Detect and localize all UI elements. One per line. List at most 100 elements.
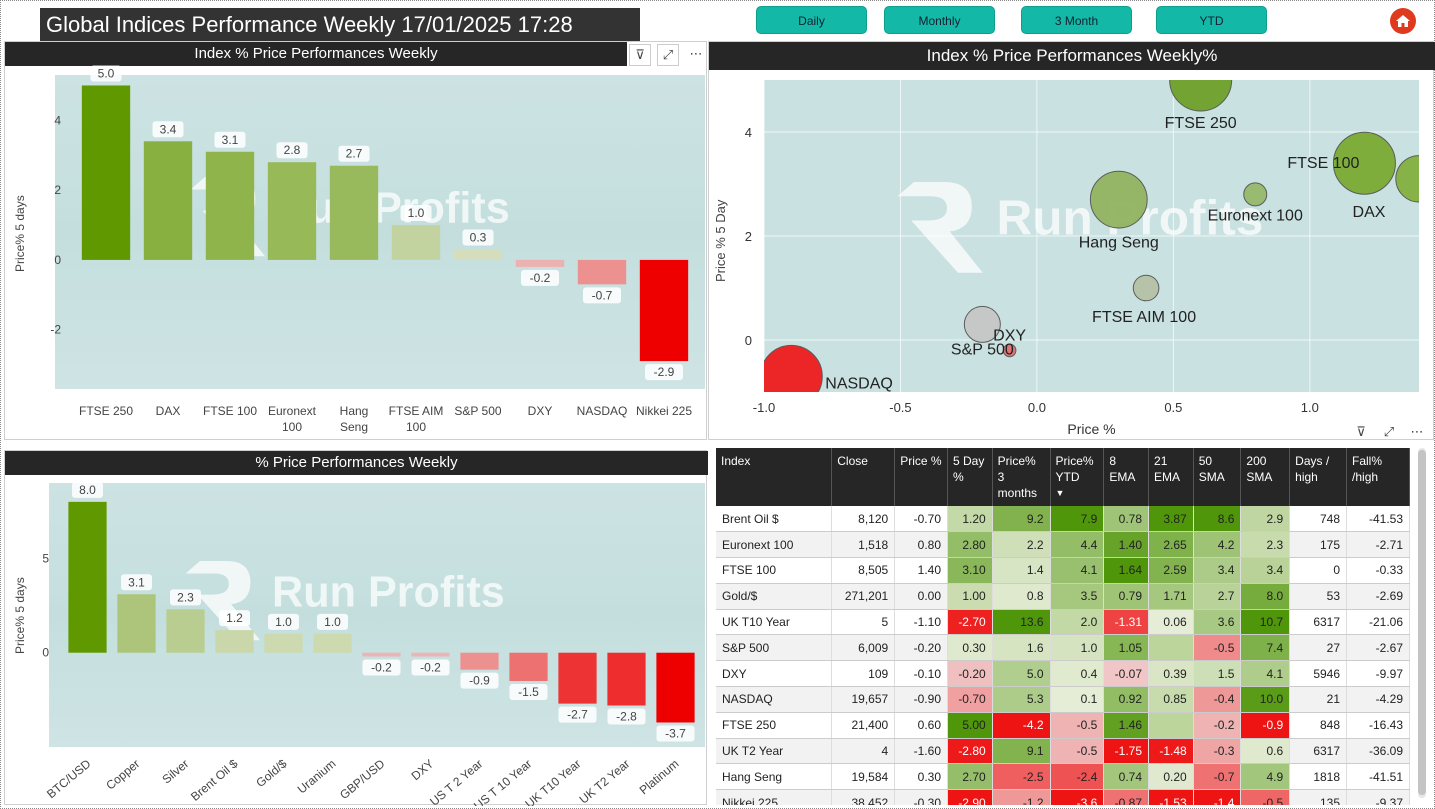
table-scrollbar[interactable] (1418, 448, 1426, 798)
bar[interactable] (509, 652, 548, 681)
data-label-bg (152, 121, 184, 138)
value-cell (1148, 634, 1194, 662)
nav-daily-button[interactable]: Daily (756, 6, 867, 34)
column-header[interactable]: Price% YTD ▼ (1050, 448, 1105, 506)
table-row[interactable]: NASDAQ 19,657 -0.90 -0.70 5.3 0.1 0.92 0.85 -0.4… (716, 686, 1410, 713)
column-header[interactable]: Close (831, 448, 896, 506)
bar[interactable] (453, 249, 503, 260)
value-cell: -1.4 (1193, 789, 1242, 805)
nav-monthly-button[interactable]: Monthly (884, 6, 995, 34)
table-row[interactable]: S&P 500 6,009 -0.20 0.30 1.6 1.0 1.05 -0.5 7.4 27… (716, 634, 1410, 662)
scatter-xlabel: Price % (1067, 421, 1115, 437)
scatter-point[interactable] (1395, 155, 1435, 203)
more-options-icon[interactable]: ⋯ (689, 46, 703, 61)
table-row[interactable]: DXY 109 -0.10 -0.20 5.0 0.4 -0.07 0.39 1.5 4.1 594… (716, 660, 1410, 688)
bar[interactable] (264, 633, 303, 653)
data-label: -0.2 (371, 660, 392, 674)
column-header[interactable]: 200 SMA (1240, 448, 1291, 506)
bar[interactable] (515, 259, 565, 267)
value-cell: 1.5 (1193, 660, 1242, 688)
value-cell: -41.51 (1346, 763, 1410, 791)
bar[interactable] (656, 652, 695, 723)
data-label-bg (214, 131, 246, 148)
scatter-point[interactable] (1002, 343, 1017, 358)
bar[interactable] (460, 652, 499, 670)
table-row[interactable]: Hang Seng 19,584 0.30 2.70 -2.5 -2.4 0.74 0.20-… (716, 763, 1410, 791)
column-header[interactable]: 21 EMA (1148, 448, 1194, 506)
table-row[interactable]: FTSE 100 8,505 1.40 3.10 1.4 4.1 1.64 2.59 3.4 3.… (716, 557, 1410, 584)
data-label-bg (338, 145, 370, 162)
table-focus-mode-icon[interactable]: ⤢ (1383, 424, 1395, 439)
data-label: -0.2 (530, 271, 551, 285)
data-label-bg (656, 725, 695, 742)
home-button[interactable] (1390, 8, 1416, 34)
scatter-point[interactable] (1169, 49, 1233, 112)
table-more-options-icon[interactable]: ⋯ (1410, 424, 1424, 439)
data-label-bg (509, 684, 548, 700)
data-label: -1.5 (518, 685, 539, 699)
data-label: 1.2 (226, 611, 243, 625)
bar[interactable] (411, 652, 450, 657)
column-header[interactable]: Fall% /high (1346, 448, 1410, 506)
bar[interactable] (577, 259, 627, 285)
table-row[interactable]: FTSE 250 21,400 0.60 5.00 -4.2 -0.5 1.46 -0.2 -0… (716, 712, 1410, 739)
value-cell: 2.9 (1240, 506, 1291, 533)
category-label: DAX (156, 404, 181, 418)
bar[interactable] (558, 652, 597, 704)
bar[interactable] (391, 225, 441, 260)
value-cell: 0.60 (894, 712, 948, 739)
value-cell: 21,400 (831, 712, 896, 739)
table-row[interactable]: Gold/$ 271,201 0.00 1.00 0.8 3.5 0.79 1.71 2.7 8.… (716, 583, 1410, 610)
column-header[interactable]: Days / high (1289, 448, 1348, 506)
column-header-label: Fall% /high (1352, 454, 1383, 484)
bar[interactable] (329, 165, 379, 260)
column-header[interactable]: Index (716, 448, 833, 506)
bar[interactable] (362, 652, 401, 657)
category-label: Hang (340, 404, 369, 418)
table-row[interactable]: UK T10 Year 5 -1.10 -2.70 13.6 2.0 -1.31 0.06 3.… (716, 609, 1410, 636)
value-cell: 0.39 (1148, 660, 1194, 688)
scatter-point[interactable] (1243, 182, 1268, 207)
x-tick-label: 1.0 (1301, 400, 1319, 415)
scatter-point[interactable] (1089, 170, 1148, 229)
filter-icon[interactable]: ⊽ (629, 44, 651, 66)
bar[interactable] (68, 501, 107, 653)
column-header[interactable]: Price % (894, 448, 948, 506)
scatter-point[interactable] (1132, 274, 1160, 302)
table-row[interactable]: Euronext 100 1,518 0.80 2.80 2.2 4.4 1.40 2.65 4… (716, 531, 1410, 559)
data-label: 3.1 (222, 133, 239, 147)
data-label-bg (460, 672, 499, 689)
category-label: NASDAQ (577, 404, 628, 418)
scatter-point[interactable] (963, 305, 1001, 343)
column-header[interactable]: 8 EMA (1103, 448, 1150, 506)
table-row[interactable]: Nikkei 225 38,452 -0.30 -2.90 -1.2 -3.6 -0.87-… (716, 789, 1410, 805)
column-header[interactable]: Price% 3 months (992, 448, 1051, 506)
focus-mode-icon[interactable]: ⤢ (657, 44, 679, 66)
scatter-point[interactable] (1332, 131, 1396, 195)
bar[interactable] (166, 609, 205, 653)
bar[interactable] (639, 259, 689, 362)
column-header[interactable]: 5 Day % (947, 448, 993, 506)
index-name-cell: FTSE 250 (716, 712, 833, 739)
data-label: -0.2 (420, 660, 441, 674)
table-row[interactable]: Brent Oil $8,120 -0.70 1.20 9.2 7.9 0.78 3.87 8… (716, 506, 1410, 533)
bar[interactable] (267, 162, 317, 260)
bar[interactable] (205, 151, 255, 260)
value-cell: 0.4 (1050, 660, 1105, 688)
bar[interactable] (313, 633, 352, 653)
nav-3month-button[interactable]: 3 Month (1021, 6, 1132, 34)
bar[interactable] (117, 594, 156, 653)
column-header[interactable]: 50 SMA (1193, 448, 1242, 506)
bar[interactable] (215, 630, 254, 653)
nav-ytd-button[interactable]: YTD (1156, 6, 1267, 34)
bar[interactable] (143, 141, 193, 260)
bar[interactable] (607, 652, 646, 706)
scatter-point[interactable] (760, 344, 823, 407)
table-scrollbar-thumb[interactable] (1418, 450, 1426, 795)
bar[interactable] (81, 85, 131, 260)
value-cell: 0.78 (1103, 506, 1150, 533)
table-filter-icon[interactable]: ⊽ (1356, 424, 1366, 439)
data-label: 3.4 (160, 122, 177, 136)
table-row[interactable]: UK T2 Year 4 -1.60 -2.80 9.1 -0.5 -1.75 -1.48 -0… (716, 738, 1410, 765)
